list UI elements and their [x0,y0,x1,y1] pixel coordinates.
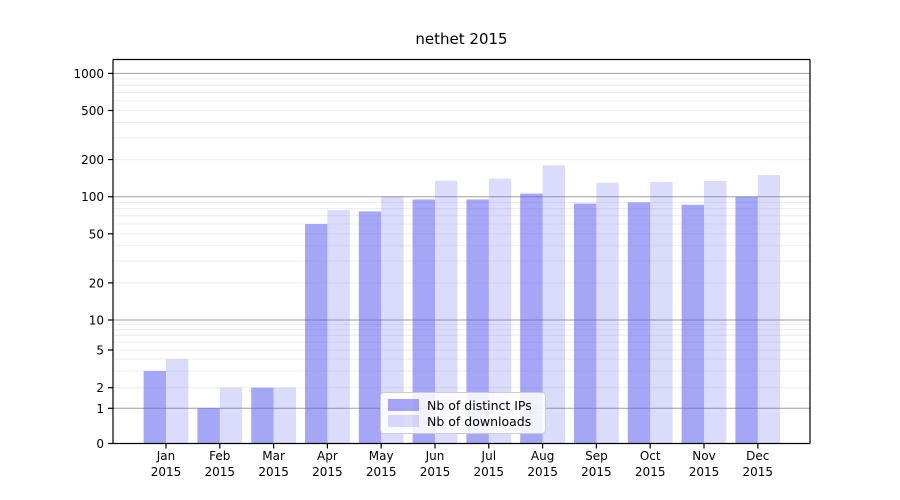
x-tick-label-mar: Mar 2015 [258,449,289,479]
legend-label-distinct-ips: Nb of distinct IPs [427,397,532,413]
bar-jun-2015-ips [412,199,435,444]
bar-oct-2015-downloads [650,181,673,444]
x-tick-label-dec: Dec 2015 [743,449,774,479]
bar-mar-2015-ips [251,387,274,444]
bar-oct-2015-ips [627,202,651,444]
bar-apr-2015-ips [305,224,328,444]
axes [112,58,811,445]
x-tick-label-nov: Nov 2015 [689,449,720,479]
legend-item-downloads: Nb of downloads [388,413,537,429]
bar-dec-2015-downloads [757,174,781,444]
bar-jun-2015-downloads [435,180,458,444]
y-tick-label-10: 10 [89,314,104,328]
bar-apr-2015-downloads [327,210,350,444]
legend-swatch-downloads [388,415,419,427]
y-tick-label-200: 200 [81,153,104,167]
bar-feb-2015-ips [197,408,220,444]
y-tick-label-5: 5 [96,344,104,358]
bar-jul-2015-downloads [488,178,512,444]
bar-feb-2015-downloads [219,387,243,444]
x-tick-label-apr: Apr 2015 [312,449,343,479]
x-tick-label-oct: Oct 2015 [635,449,666,479]
y-tick-label-1000: 1000 [73,67,104,81]
bars-series-0 [143,193,758,444]
y-tick-label-2: 2 [96,381,104,395]
x-tick-label-jun: Jun 2015 [420,449,451,479]
bar-aug-2015-ips [520,193,543,444]
x-tick-label-jul: Jul 2015 [474,449,505,479]
bar-may-2015-downloads [381,196,404,444]
x-tick-label-may: May 2015 [366,449,397,479]
x-axis-ticks: Jan 2015 Feb 2015 Mar 2015 Apr 2015 May 2015 Jun 20… [151,443,774,479]
bar-nov-2015-ips [681,204,704,444]
x-tick-label-jan: Jan 2015 [151,449,182,479]
bar-jul-2015-ips [466,199,489,444]
bar-nov-2015-downloads [704,181,727,444]
legend-item-distinct-ips: Nb of distinct IPs [388,397,537,413]
y-tick-label-20: 20 [89,276,104,290]
bar-sep-2015-downloads [596,182,619,444]
y-tick-label-100: 100 [81,190,104,204]
x-tick-label-feb: Feb 2015 [205,449,236,479]
bar-may-2015-ips [358,211,382,444]
bars [143,165,781,444]
chart-title: nethet 2015 [415,30,508,48]
x-tick-label-sep: Sep 2015 [581,449,612,479]
legend-swatch-distinct-ips [388,399,419,411]
y-tick-label-500: 500 [81,104,104,118]
bar-mar-2015-downloads [273,387,296,444]
y-tick-label-50: 50 [89,227,104,241]
bars-series-1 [166,165,781,444]
x-tick-label-aug: Aug 2015 [527,449,558,479]
y-tick-label-1: 1 [96,402,104,416]
bar-aug-2015-downloads [542,165,565,444]
bar-jan-2015-ips [143,371,166,444]
y-axis-ticks: 0 1 2 5 10 20 50 100 200 500 1000 [73,67,113,451]
legend-label-downloads: Nb of downloads [427,413,532,429]
bar-sep-2015-ips [574,203,597,444]
legend: Nb of distinct IPs Nb of downloads [380,392,546,434]
bar-dec-2015-ips [735,196,758,444]
bar-jan-2015-downloads [166,359,189,444]
y-tick-label-0: 0 [96,437,104,451]
